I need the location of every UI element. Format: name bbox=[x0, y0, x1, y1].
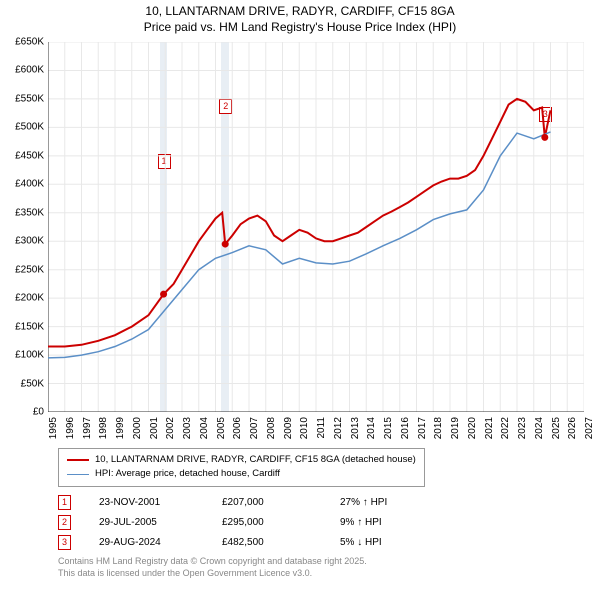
sale-row: 2 29-JUL-2005 £295,000 9% ↑ HPI bbox=[58, 512, 440, 532]
y-tick-label: £50K bbox=[0, 378, 44, 389]
x-tick-label: 2020 bbox=[467, 417, 478, 439]
x-tick-label: 1996 bbox=[65, 417, 76, 439]
x-tick-label: 2018 bbox=[433, 417, 444, 439]
x-tick-label: 1998 bbox=[98, 417, 109, 439]
title-line1: 10, LLANTARNAM DRIVE, RADYR, CARDIFF, CF… bbox=[0, 4, 600, 20]
x-tick-label: 1999 bbox=[115, 417, 126, 439]
y-tick-label: £650K bbox=[0, 37, 44, 48]
sale-pct: 9% ↑ HPI bbox=[340, 517, 440, 528]
legend-swatch bbox=[67, 459, 89, 461]
sale-date: 23-NOV-2001 bbox=[99, 497, 194, 508]
x-tick-label: 2017 bbox=[417, 417, 428, 439]
x-tick-label: 2002 bbox=[165, 417, 176, 439]
sale-pct: 27% ↑ HPI bbox=[340, 497, 440, 508]
x-tick-label: 2024 bbox=[534, 417, 545, 439]
legend-item: HPI: Average price, detached house, Card… bbox=[67, 467, 416, 481]
footer-line2: This data is licensed under the Open Gov… bbox=[58, 568, 367, 580]
x-tick-label: 2021 bbox=[484, 417, 495, 439]
x-tick-label: 2012 bbox=[333, 417, 344, 439]
x-tick-label: 2019 bbox=[450, 417, 461, 439]
sale-marker-dot bbox=[222, 241, 229, 248]
y-tick-label: £250K bbox=[0, 264, 44, 275]
x-tick-label: 1995 bbox=[48, 417, 59, 439]
chart-title: 10, LLANTARNAM DRIVE, RADYR, CARDIFF, CF… bbox=[0, 0, 600, 35]
sale-price: £482,500 bbox=[222, 537, 312, 548]
sale-row: 3 29-AUG-2024 £482,500 5% ↓ HPI bbox=[58, 532, 440, 552]
legend-label: 10, LLANTARNAM DRIVE, RADYR, CARDIFF, CF… bbox=[95, 453, 416, 467]
legend-item: 10, LLANTARNAM DRIVE, RADYR, CARDIFF, CF… bbox=[67, 453, 416, 467]
y-tick-label: £450K bbox=[0, 150, 44, 161]
x-tick-label: 2010 bbox=[299, 417, 310, 439]
x-tick-label: 2025 bbox=[551, 417, 562, 439]
x-tick-label: 2023 bbox=[517, 417, 528, 439]
x-tick-label: 2006 bbox=[232, 417, 243, 439]
x-tick-label: 2003 bbox=[182, 417, 193, 439]
sale-price: £207,000 bbox=[222, 497, 312, 508]
x-tick-label: 2026 bbox=[567, 417, 578, 439]
chart-svg bbox=[48, 42, 584, 412]
sale-num: 3 bbox=[58, 535, 71, 550]
sale-price: £295,000 bbox=[222, 517, 312, 528]
y-tick-label: £300K bbox=[0, 236, 44, 247]
x-tick-label: 2015 bbox=[383, 417, 394, 439]
x-tick-label: 2013 bbox=[350, 417, 361, 439]
y-tick-label: £350K bbox=[0, 207, 44, 218]
y-tick-label: £150K bbox=[0, 321, 44, 332]
y-tick-label: £200K bbox=[0, 293, 44, 304]
x-tick-label: 2009 bbox=[283, 417, 294, 439]
x-tick-label: 2001 bbox=[149, 417, 160, 439]
sales-table: 1 23-NOV-2001 £207,000 27% ↑ HPI 2 29-JUL-200… bbox=[58, 492, 440, 552]
y-tick-label: £600K bbox=[0, 65, 44, 76]
sale-marker-dot bbox=[160, 291, 167, 298]
x-tick-label: 2016 bbox=[400, 417, 411, 439]
x-tick-label: 2000 bbox=[132, 417, 143, 439]
sale-pct: 5% ↓ HPI bbox=[340, 537, 440, 548]
x-tick-label: 2004 bbox=[199, 417, 210, 439]
y-tick-label: £100K bbox=[0, 350, 44, 361]
legend-label: HPI: Average price, detached house, Card… bbox=[95, 467, 280, 481]
sale-date: 29-JUL-2005 bbox=[99, 517, 194, 528]
footer: Contains HM Land Registry data © Crown c… bbox=[58, 556, 367, 579]
sale-row: 1 23-NOV-2001 £207,000 27% ↑ HPI bbox=[58, 492, 440, 512]
x-tick-label: 2027 bbox=[584, 417, 595, 439]
x-tick-label: 1997 bbox=[82, 417, 93, 439]
sale-date: 29-AUG-2024 bbox=[99, 537, 194, 548]
y-tick-label: £0 bbox=[0, 407, 44, 418]
sale-num: 1 bbox=[58, 495, 71, 510]
legend-swatch bbox=[67, 474, 89, 476]
chart-area: £0£50K£100K£150K£200K£250K£300K£350K£400… bbox=[48, 42, 584, 412]
y-tick-label: £400K bbox=[0, 179, 44, 190]
y-tick-label: £550K bbox=[0, 93, 44, 104]
x-tick-label: 2008 bbox=[266, 417, 277, 439]
x-tick-label: 2011 bbox=[316, 417, 327, 439]
sale-marker-dot bbox=[541, 134, 548, 141]
footer-line1: Contains HM Land Registry data © Crown c… bbox=[58, 556, 367, 568]
x-tick-label: 2022 bbox=[500, 417, 511, 439]
legend: 10, LLANTARNAM DRIVE, RADYR, CARDIFF, CF… bbox=[58, 448, 425, 487]
x-tick-label: 2005 bbox=[216, 417, 227, 439]
x-tick-label: 2014 bbox=[366, 417, 377, 439]
title-line2: Price paid vs. HM Land Registry's House … bbox=[0, 20, 600, 36]
sale-num: 2 bbox=[58, 515, 71, 530]
x-tick-label: 2007 bbox=[249, 417, 260, 439]
y-tick-label: £500K bbox=[0, 122, 44, 133]
